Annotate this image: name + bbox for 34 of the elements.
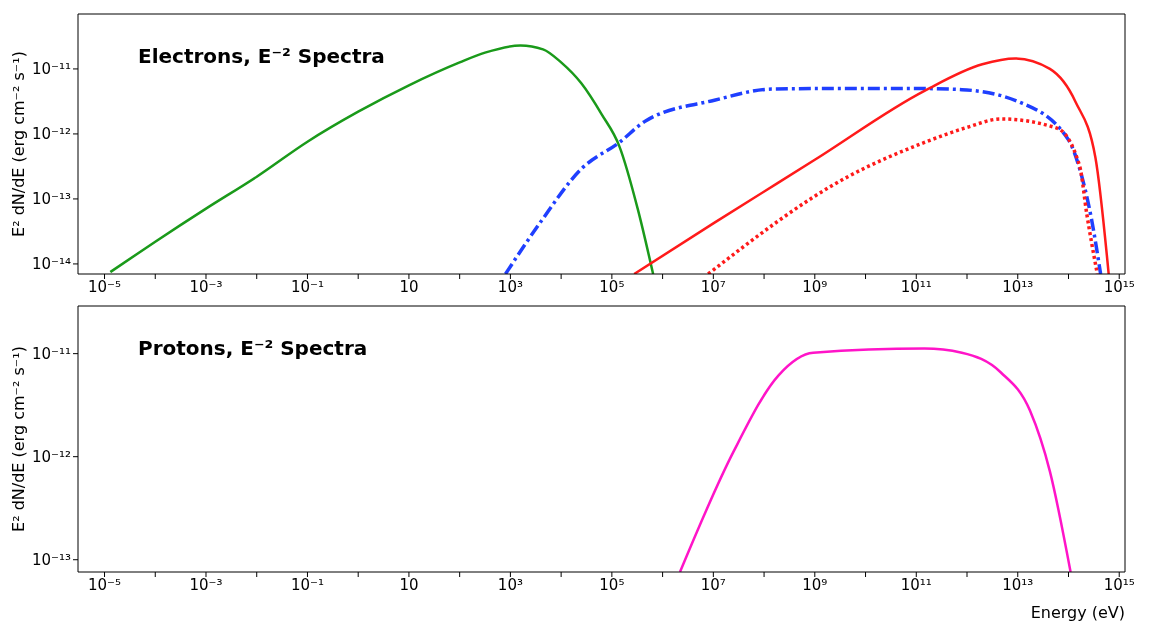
y-tick-label: 10⁻¹³ (31, 190, 71, 209)
x-tick-label: 10³ (497, 575, 523, 594)
y-tick-label: 10⁻¹² (31, 448, 71, 467)
x-tick-label: 10⁵ (599, 277, 625, 296)
x-tick-label: 10¹³ (1002, 575, 1034, 594)
x-tick-label: 10⁷ (700, 575, 726, 594)
x-tick-label: 10¹³ (1002, 277, 1034, 296)
y-axis-title: E² dN/dE (erg cm⁻² s⁻¹) (8, 51, 28, 237)
x-tick-label: 10¹⁵ (1103, 277, 1135, 296)
x-tick-label: 10⁻¹ (290, 575, 324, 594)
y-axis-title: E² dN/dE (erg cm⁻² s⁻¹) (8, 346, 28, 532)
x-tick-label: 10¹¹ (900, 277, 932, 296)
text: Protons, E⁻² Spectra (138, 336, 368, 360)
x-tick-label: 10⁵ (599, 575, 625, 594)
x-tick-label: 10⁻⁵ (88, 277, 122, 296)
x-tick-label: 10⁻⁵ (88, 575, 122, 594)
x-tick-label: 10⁹ (802, 575, 828, 594)
y-tick-label: 10⁻¹³ (31, 551, 71, 570)
text: Electrons, E⁻² Spectra (138, 44, 385, 68)
x-tick-label: 10 (399, 277, 419, 296)
y-tick-label: 10⁻¹¹ (31, 60, 71, 79)
x-tick-label: 10¹¹ (900, 575, 932, 594)
x-tick-label: 10 (399, 575, 419, 594)
x-tick-label: 10¹⁵ (1103, 575, 1135, 594)
y-tick-label: 10⁻¹² (31, 125, 71, 144)
x-tick-label: 10⁹ (802, 277, 828, 296)
x-tick-label: 10⁷ (700, 277, 726, 296)
x-tick-label: 10⁻¹ (290, 277, 324, 296)
y-tick-label: 10⁻¹¹ (31, 344, 71, 363)
x-tick-label: 10⁻³ (189, 575, 223, 594)
x-tick-label: 10³ (497, 277, 523, 296)
x-tick-label: 10⁻³ (189, 277, 223, 296)
x-axis-title: Energy (eV) (1030, 603, 1125, 622)
y-tick-label: 10⁻¹⁴ (31, 255, 71, 274)
